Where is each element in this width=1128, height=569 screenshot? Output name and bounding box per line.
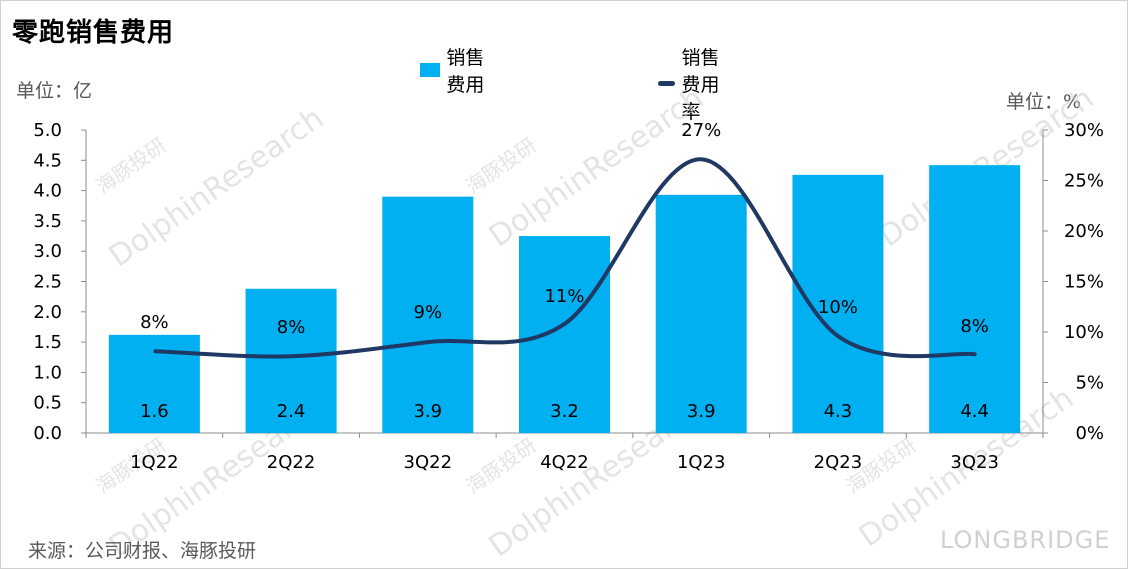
left-tick-label: 0.0 bbox=[33, 423, 62, 444]
right-tick-label: 10% bbox=[1064, 322, 1104, 343]
bar-value-label: 3.2 bbox=[550, 401, 579, 422]
legend-item-bar: 销售费用 bbox=[420, 43, 485, 97]
right-tick-label: 25% bbox=[1064, 171, 1104, 192]
chart-title: 零跑销售费用 bbox=[12, 18, 175, 48]
rate-value-label: 9% bbox=[414, 302, 443, 323]
right-tick-label: 5% bbox=[1075, 373, 1104, 394]
category-label: 4Q22 bbox=[540, 452, 589, 473]
rate-value-label: 8% bbox=[960, 316, 989, 337]
bar-value-label: 3.9 bbox=[687, 401, 716, 422]
bar-value-label: 4.3 bbox=[824, 401, 853, 422]
bar-value-label: 1.6 bbox=[140, 401, 169, 422]
right-axis-unit: 单位：% bbox=[1006, 91, 1082, 113]
legend-item-line: 销售费用率 bbox=[658, 43, 723, 124]
right-tick-label: 0% bbox=[1075, 423, 1104, 444]
left-tick-label: 1.0 bbox=[33, 362, 62, 383]
category-label: 1Q23 bbox=[677, 452, 726, 473]
category-label: 1Q22 bbox=[130, 452, 179, 473]
legend-bar-swatch bbox=[420, 63, 441, 77]
bar bbox=[519, 236, 610, 433]
bar-value-label: 4.4 bbox=[960, 401, 989, 422]
left-tick-label: 3.5 bbox=[33, 211, 62, 232]
category-label: 2Q22 bbox=[267, 452, 316, 473]
legend-line-label: 销售费用率 bbox=[681, 47, 720, 123]
legend-bar-label: 销售费用 bbox=[446, 47, 485, 96]
legend-line-swatch bbox=[658, 81, 676, 86]
left-tick-label: 2.5 bbox=[33, 272, 62, 293]
bar-value-label: 3.9 bbox=[413, 401, 442, 422]
right-tick-label: 30% bbox=[1064, 120, 1104, 141]
left-tick-label: 3.0 bbox=[33, 241, 62, 262]
rate-value-label: 10% bbox=[818, 297, 858, 318]
left-tick-label: 0.5 bbox=[33, 393, 62, 414]
rate-value-label: 27% bbox=[681, 120, 721, 141]
bar bbox=[382, 196, 474, 433]
left-tick-label: 4.5 bbox=[33, 150, 62, 171]
right-tick-label: 15% bbox=[1064, 272, 1104, 293]
bar bbox=[245, 288, 337, 433]
right-tick-label: 20% bbox=[1064, 221, 1104, 242]
category-label: 3Q23 bbox=[950, 452, 999, 473]
left-axis-unit: 单位：亿 bbox=[16, 80, 93, 102]
category-label: 3Q22 bbox=[404, 452, 453, 473]
bar bbox=[929, 165, 1021, 433]
rate-value-label: 11% bbox=[544, 286, 584, 307]
bar bbox=[655, 194, 747, 433]
bar-value-label: 2.4 bbox=[277, 401, 306, 422]
left-tick-label: 1.5 bbox=[33, 332, 62, 353]
left-tick-label: 2.0 bbox=[33, 302, 62, 323]
longbridge-logo: LONGBRIDGE bbox=[940, 526, 1111, 554]
source-note: 来源：公司财报、海豚投研 bbox=[28, 540, 257, 562]
rate-value-label: 8% bbox=[277, 317, 306, 338]
rate-value-label: 8% bbox=[140, 312, 169, 333]
rate-line bbox=[153, 157, 977, 359]
left-tick-label: 5.0 bbox=[33, 120, 62, 141]
category-label: 2Q23 bbox=[814, 452, 863, 473]
left-tick-label: 4.0 bbox=[33, 181, 62, 202]
